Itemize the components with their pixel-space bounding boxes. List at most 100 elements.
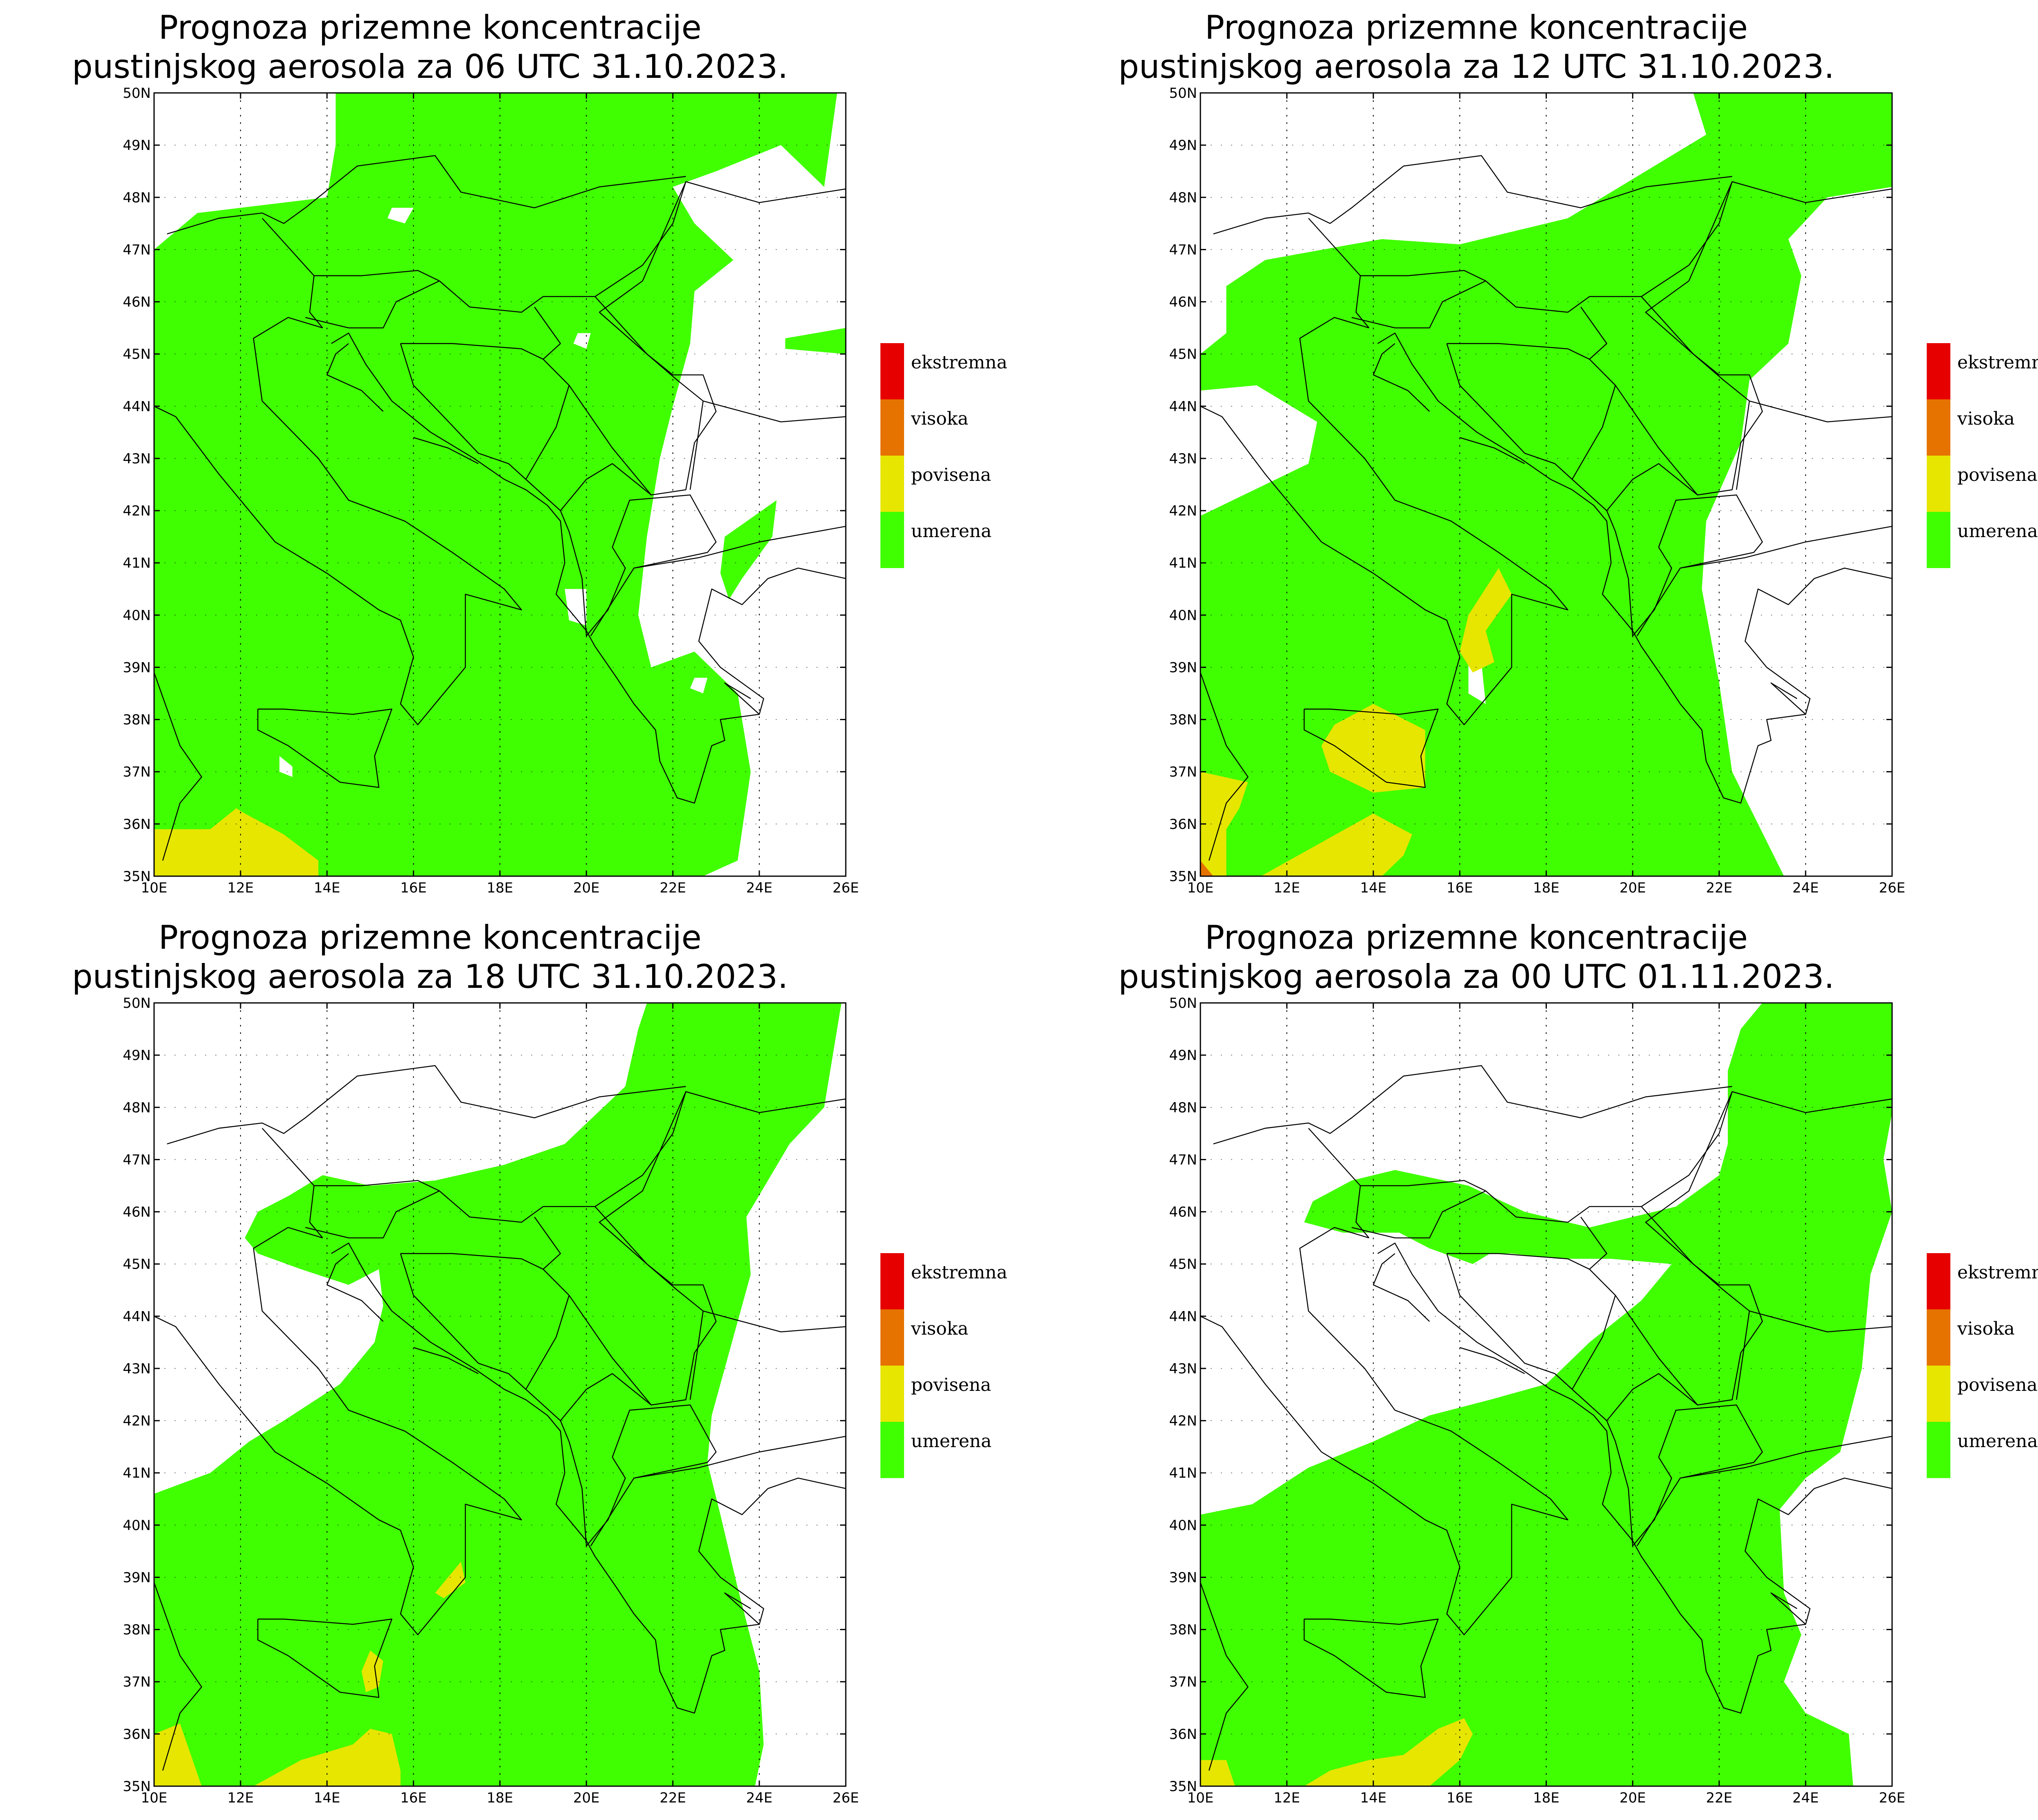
country-border bbox=[1377, 1243, 1892, 1714]
povisena-area bbox=[1200, 1760, 1235, 1786]
lat-label: 49N bbox=[1169, 137, 1197, 154]
lat-label: 47N bbox=[123, 1152, 151, 1168]
legend-swatch-povisena bbox=[880, 1366, 904, 1422]
lat-label: 44N bbox=[1169, 399, 1197, 415]
lat-label: 35N bbox=[123, 868, 151, 885]
country-border bbox=[1351, 280, 1486, 328]
lon-label: 18E bbox=[487, 880, 513, 896]
legend-label-povisena: povisena bbox=[1957, 465, 2038, 485]
lon-label: 22E bbox=[1706, 880, 1732, 896]
lat-label: 46N bbox=[1169, 294, 1197, 311]
lat-label: 37N bbox=[123, 1674, 151, 1690]
panel-title-line1: Prognoza prizemne koncentracije bbox=[158, 9, 702, 46]
country-border bbox=[326, 343, 384, 412]
legend-label-umerena: umerena bbox=[911, 1431, 992, 1452]
lon-label: 24E bbox=[746, 1790, 773, 1806]
lon-label: 24E bbox=[1793, 1790, 1819, 1806]
legend-swatch-umerena bbox=[880, 512, 904, 568]
country-border bbox=[154, 1582, 202, 1771]
country-border bbox=[1360, 1091, 1733, 1223]
lat-label: 46N bbox=[123, 1204, 151, 1221]
lon-label: 18E bbox=[1533, 1790, 1559, 1806]
country-border bbox=[413, 437, 479, 464]
lat-label: 37N bbox=[123, 764, 151, 780]
umerena-area bbox=[720, 500, 777, 599]
lat-label: 36N bbox=[123, 816, 151, 833]
lat-label: 50N bbox=[123, 995, 151, 1011]
lat-label: 41N bbox=[1169, 1465, 1197, 1481]
panel-title: Prognoza prizemne koncentracije pustinjs… bbox=[0, 8, 860, 86]
lat-label: 39N bbox=[1169, 1569, 1197, 1586]
forecast-panel-0000: Prognoza prizemne koncentracije pustinjs… bbox=[1046, 910, 2038, 1820]
lat-label: 50N bbox=[123, 85, 151, 101]
povisena-area bbox=[435, 1562, 465, 1598]
country-border bbox=[400, 343, 570, 480]
lon-label: 22E bbox=[1706, 1790, 1732, 1806]
country-border bbox=[1373, 1253, 1430, 1322]
panel-title: Prognoza prizemne koncentracije pustinjs… bbox=[1046, 8, 1906, 86]
lat-label: 49N bbox=[1169, 1047, 1197, 1064]
lat-label: 35N bbox=[1169, 1778, 1197, 1795]
country-border bbox=[400, 1253, 570, 1390]
country-border bbox=[1304, 1618, 1439, 1698]
country-border bbox=[1645, 1091, 1892, 1311]
lat-label: 50N bbox=[1169, 85, 1197, 101]
dust-map: 50N 49N 48N 47N 46N 45N 44N 43N 42N 41N 40N 39N 38N 3… bbox=[123, 995, 859, 1806]
lon-label: 20E bbox=[1619, 1790, 1646, 1806]
lat-label: 36N bbox=[1169, 816, 1197, 833]
country-border bbox=[1580, 1216, 1608, 1270]
country-border bbox=[1446, 343, 1616, 480]
legend-label-visoka: visoka bbox=[1957, 1318, 2015, 1339]
dust-map: 50N 49N 48N 47N 46N 45N 44N 43N 42N 41N 40N 39N 38N 3… bbox=[123, 85, 859, 896]
country-border bbox=[1200, 672, 1248, 861]
country-border bbox=[599, 181, 846, 401]
lat-label: 39N bbox=[123, 659, 151, 676]
country-border bbox=[413, 1347, 479, 1374]
lon-label: 20E bbox=[573, 880, 600, 896]
lon-label: 24E bbox=[746, 880, 773, 896]
lon-label: 16E bbox=[400, 1790, 427, 1806]
country-border bbox=[1377, 333, 1892, 804]
lon-label: 10E bbox=[1187, 880, 1214, 896]
lat-label: 50N bbox=[1169, 995, 1197, 1011]
legend-label-visoka: visoka bbox=[1957, 408, 2015, 429]
legend-swatch-ekstremna bbox=[1927, 1253, 1950, 1309]
country-border bbox=[1637, 1436, 1892, 1547]
country-border bbox=[154, 672, 202, 861]
povisena-area bbox=[1304, 1718, 1473, 1786]
country-border bbox=[1736, 1310, 1892, 1400]
lon-label: 14E bbox=[314, 880, 340, 896]
lat-label: 45N bbox=[1169, 346, 1197, 363]
lon-label: 26E bbox=[1879, 1790, 1906, 1806]
lat-label: 48N bbox=[123, 189, 151, 206]
country-border bbox=[1446, 1253, 1616, 1390]
map-layers bbox=[1200, 93, 1892, 876]
lat-label: 36N bbox=[1169, 1726, 1197, 1743]
panel-title-line2: pustinjskog aerosola za 00 UTC 01.11.202… bbox=[1118, 958, 1835, 996]
legend-swatch-visoka bbox=[880, 1309, 904, 1366]
lon-label: 12E bbox=[1274, 880, 1300, 896]
lon-label: 26E bbox=[1879, 880, 1906, 896]
lat-label: 40N bbox=[1169, 607, 1197, 624]
lat-label: 45N bbox=[1169, 1256, 1197, 1273]
map-layers bbox=[1200, 1003, 1892, 1786]
forecast-panel-0600: Prognoza prizemne koncentracije pustinjs… bbox=[0, 0, 1046, 910]
country-border bbox=[1200, 1227, 1568, 1635]
country-border bbox=[569, 1206, 717, 1406]
country-border bbox=[1615, 1206, 1763, 1406]
povisena-area bbox=[154, 1723, 202, 1786]
country-border bbox=[257, 1618, 393, 1698]
lon-label: 14E bbox=[1360, 1790, 1387, 1806]
lat-label: 35N bbox=[1169, 868, 1197, 885]
country-border bbox=[534, 1216, 561, 1270]
country-border bbox=[534, 306, 561, 360]
legend-label-ekstremna: ekstremna bbox=[1957, 352, 2038, 373]
lon-label: 20E bbox=[573, 1790, 600, 1806]
lat-label: 40N bbox=[123, 1517, 151, 1534]
legend-label-ekstremna: ekstremna bbox=[1957, 1262, 2038, 1283]
lon-label: 12E bbox=[1274, 1790, 1300, 1806]
country-border bbox=[1658, 1404, 1763, 1479]
lat-label: 46N bbox=[123, 294, 151, 311]
lon-label: 10E bbox=[141, 880, 168, 896]
country-border bbox=[569, 296, 717, 496]
